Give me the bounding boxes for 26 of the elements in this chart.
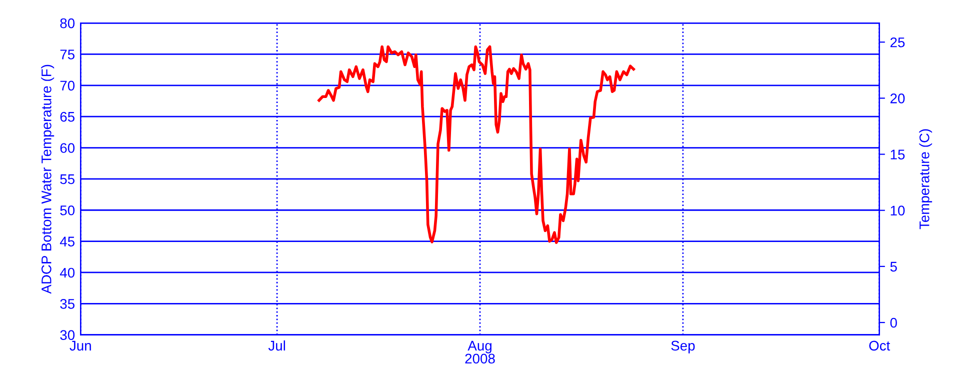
y2-tick-label: 5	[890, 262, 897, 272]
x-tick-label: Oct	[869, 340, 890, 351]
x-tick-label: Sep	[671, 340, 695, 354]
y-tick-label: 35	[60, 299, 75, 309]
x-tick-label: Aug	[468, 340, 492, 354]
y2-tick-label: 25	[890, 37, 905, 48]
y2-tick-label: 20	[890, 94, 905, 104]
x-tick-label: Jul	[268, 340, 285, 351]
y-tick-label: 70	[60, 80, 75, 91]
x-tick-label: Jun	[70, 340, 91, 351]
y-tick-label: 55	[60, 174, 75, 184]
y2-tick-label: 10	[890, 206, 905, 216]
y-tick-label: 75	[60, 50, 75, 60]
y2-tick-label: 0	[890, 318, 897, 328]
line-series	[318, 45, 635, 244]
y-tick-label: 40	[60, 268, 75, 278]
y-tick-label: 45	[60, 236, 75, 246]
y-tick-label: 50	[60, 205, 75, 216]
x-axis-title: 2008	[465, 354, 495, 364]
y-tick-label: 80	[60, 18, 75, 28]
y-axis-title: ADCP Bottom Water Temperature (F)	[41, 64, 54, 294]
y-tick-label: 65	[60, 112, 75, 122]
y-tick-label: 60	[60, 143, 75, 153]
y2-axis-title: Temperature (C)	[919, 129, 932, 230]
y2-tick-label: 15	[890, 150, 905, 160]
y-tick-label: 30	[60, 330, 75, 340]
